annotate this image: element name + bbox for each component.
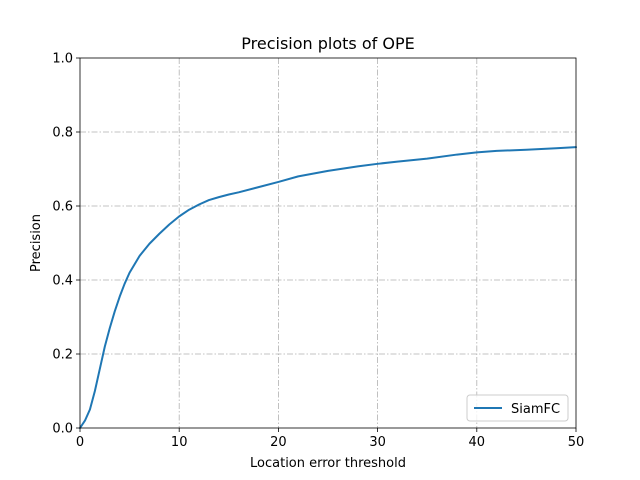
y-tick-label: 0.4 [52, 274, 73, 289]
y-axis-label: Precision [29, 214, 44, 272]
legend: SiamFC [466, 394, 569, 422]
x-tick-label: 20 [270, 435, 287, 450]
chart-title: Precision plots of OPE [241, 34, 414, 53]
x-tick-label: 40 [469, 435, 486, 450]
x-tick-label: 0 [76, 435, 84, 450]
y-tick-label: 0.8 [52, 126, 73, 141]
series-line-siamfc [79, 146, 577, 429]
y-tick-label: 0.2 [52, 348, 73, 363]
legend-label: SiamFC [511, 402, 560, 417]
legend-box [466, 394, 569, 422]
series-layer [79, 146, 577, 429]
grid [80, 58, 576, 428]
x-axis-label: Location error threshold [250, 456, 406, 471]
x-tick-label: 50 [568, 435, 585, 450]
y-tick-label: 1.0 [52, 52, 73, 67]
ticks: 0 10 20 30 40 50 0.0 0.2 0.4 0.6 0.8 1.0 [52, 52, 584, 451]
y-tick-label: 0.6 [52, 200, 73, 215]
plot-background [80, 58, 576, 428]
plot-frame [79, 57, 577, 429]
x-tick-label: 10 [171, 435, 188, 450]
y-tick-label: 0.0 [52, 422, 73, 437]
x-tick-label: 30 [369, 435, 386, 450]
